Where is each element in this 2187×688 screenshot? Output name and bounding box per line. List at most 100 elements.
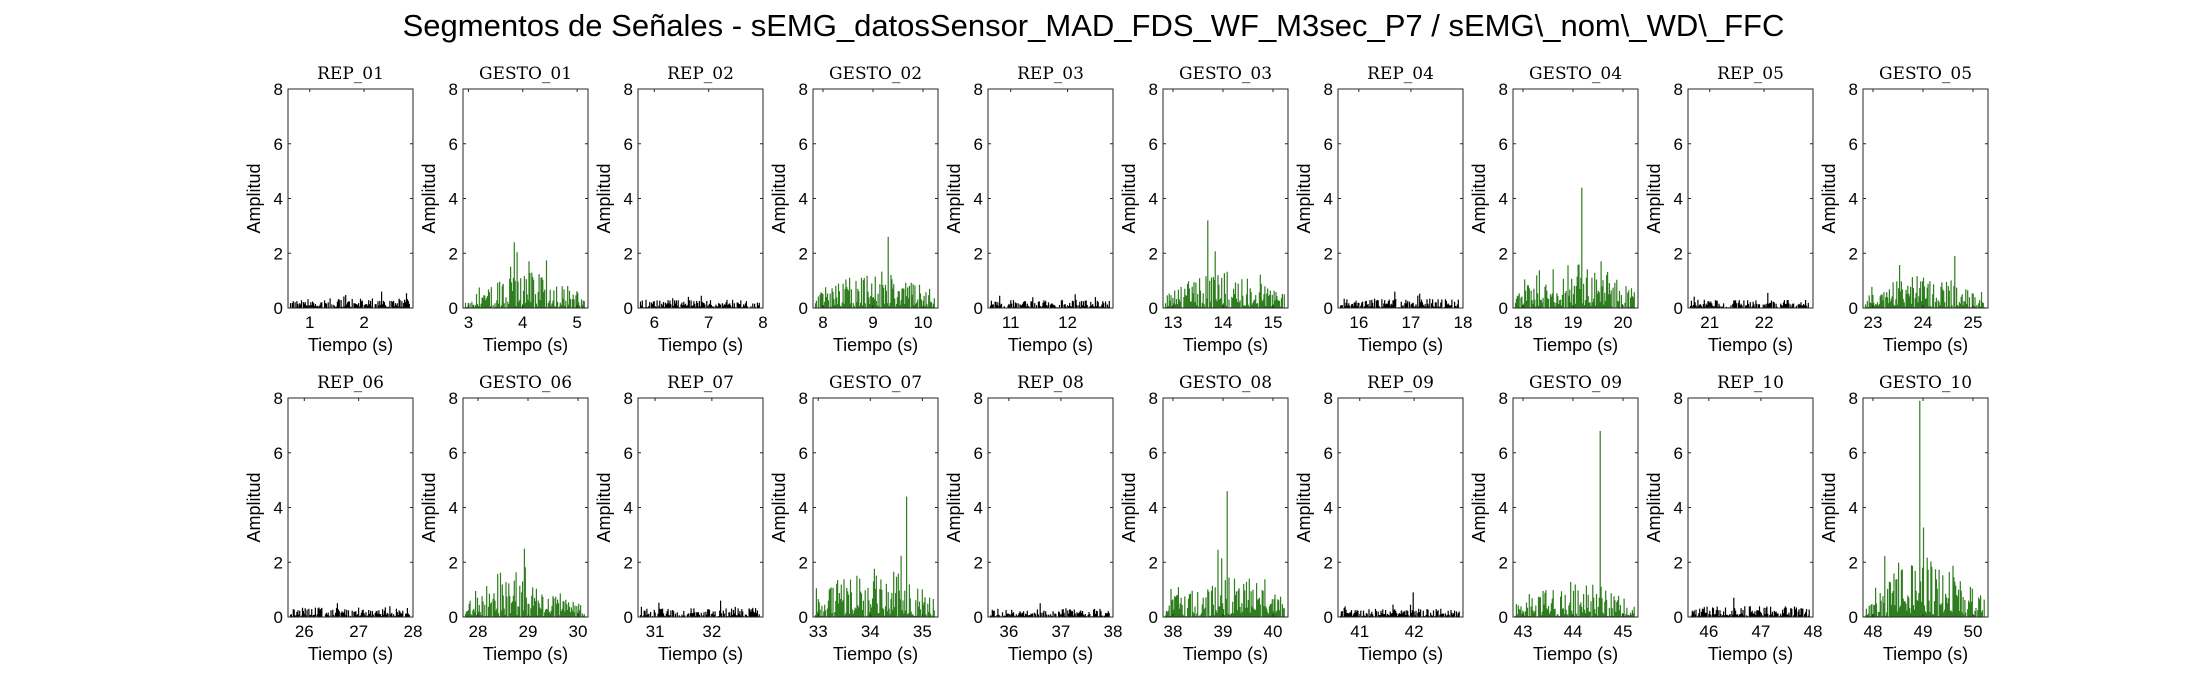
y-tick-label: 8 [274, 389, 283, 408]
y-tick-label: 0 [1149, 299, 1158, 318]
signal-bars [1689, 597, 1810, 617]
axes-box [987, 88, 1114, 309]
y-tick-label: 8 [1149, 80, 1158, 99]
x-tick-label: 29 [519, 622, 538, 641]
x-tick-label: 2 [359, 313, 368, 332]
subplot-rep-03: REP_03 0 2 4 6 8 11 12 Tiempo (s) Amplitud [944, 64, 1114, 355]
y-tick-label: 8 [1324, 389, 1333, 408]
x-tick-label: 48 [1804, 622, 1823, 641]
y-tick-label: 2 [624, 244, 633, 263]
x-tick-label: 36 [999, 622, 1018, 641]
y-tick-label: 4 [624, 190, 633, 209]
y-tick-label: 6 [974, 135, 983, 154]
y-tick-label: 6 [1149, 444, 1158, 463]
y-tick-label: 8 [799, 389, 808, 408]
y-axis-label: Amplitud [944, 472, 964, 542]
y-axis-label: Amplitud [594, 163, 614, 233]
y-tick-label: 4 [1849, 499, 1858, 518]
x-tick-label: 1 [305, 313, 314, 332]
y-tick-label: 2 [974, 244, 983, 263]
y-tick-label: 4 [1324, 499, 1333, 518]
y-tick-label: 6 [1674, 444, 1683, 463]
y-tick-label: 0 [1849, 299, 1858, 318]
x-axis-label: Tiempo (s) [1708, 644, 1793, 664]
y-tick-label: 8 [1674, 389, 1683, 408]
subplot-rep-05: REP_05 0 2 4 6 8 21 22 Tiempo (s) Amplitud [1644, 64, 1814, 355]
y-tick-label: 2 [799, 244, 808, 263]
x-axis-label: Tiempo (s) [308, 644, 393, 664]
y-tick-label: 0 [799, 608, 808, 627]
signal-bars [814, 496, 935, 617]
x-tick-label: 33 [809, 622, 828, 641]
x-tick-label: 35 [913, 622, 932, 641]
y-tick-label: 2 [799, 553, 808, 572]
signal-bars [639, 295, 760, 308]
x-tick-label: 28 [404, 622, 423, 641]
y-tick-label: 4 [974, 190, 983, 209]
x-axis-label: Tiempo (s) [1358, 644, 1443, 664]
subplot-title: GESTO_05 [1879, 64, 1972, 84]
y-tick-label: 0 [449, 299, 458, 318]
y-tick-label: 8 [449, 80, 458, 99]
y-tick-label: 6 [799, 444, 808, 463]
y-axis-label: Amplitud [419, 163, 439, 233]
axes-box [1512, 397, 1639, 618]
y-tick-label: 6 [274, 135, 283, 154]
x-tick-label: 27 [349, 622, 368, 641]
subplot-title: REP_10 [1717, 373, 1784, 393]
y-tick-label: 0 [1674, 608, 1683, 627]
x-tick-label: 49 [1914, 622, 1933, 641]
axes-box [637, 397, 764, 618]
axes-box [1162, 88, 1289, 309]
x-tick-label: 14 [1214, 313, 1233, 332]
subplot-gesto-09: GESTO_09 0 2 4 6 8 43 44 45 Tiempo (s) Amplitud [1469, 373, 1639, 664]
y-axis-label: Amplitud [1644, 472, 1664, 542]
x-axis-label: Tiempo (s) [1883, 644, 1968, 664]
subplot-gesto-07: GESTO_07 0 2 4 6 8 33 34 35 Tiempo (s) Amplitud [769, 373, 939, 664]
y-tick-label: 2 [449, 244, 458, 263]
y-tick-label: 8 [1499, 389, 1508, 408]
y-tick-label: 4 [274, 190, 283, 209]
x-tick-label: 24 [1914, 313, 1933, 332]
y-tick-label: 8 [1674, 80, 1683, 99]
axes-box [1512, 88, 1639, 309]
subplot-title: GESTO_09 [1529, 373, 1622, 393]
x-axis-label: Tiempo (s) [308, 335, 393, 355]
y-axis-label: Amplitud [1469, 472, 1489, 542]
x-tick-label: 31 [646, 622, 665, 641]
y-axis-label: Amplitud [1294, 163, 1314, 233]
y-tick-label: 0 [1849, 608, 1858, 627]
y-tick-label: 4 [1149, 499, 1158, 518]
x-tick-label: 15 [1264, 313, 1283, 332]
x-tick-label: 9 [868, 313, 877, 332]
y-tick-label: 6 [799, 135, 808, 154]
x-tick-label: 38 [1104, 622, 1123, 641]
x-axis-label: Tiempo (s) [1883, 335, 1968, 355]
subplot-gesto-03: GESTO_03 0 2 4 6 8 13 14 15 Tiempo (s) Amplitud [1119, 64, 1289, 355]
y-tick-label: 2 [449, 553, 458, 572]
y-tick-label: 8 [1849, 389, 1858, 408]
x-axis-label: Tiempo (s) [658, 644, 743, 664]
y-tick-label: 4 [799, 499, 808, 518]
axes-box [1687, 88, 1814, 309]
axes-box [1687, 397, 1814, 618]
y-tick-label: 0 [624, 608, 633, 627]
y-tick-label: 0 [799, 299, 808, 318]
x-axis-label: Tiempo (s) [483, 335, 568, 355]
y-tick-label: 8 [624, 80, 633, 99]
subplot-gesto-10: GESTO_10 0 2 4 6 8 48 49 50 Tiempo (s) Amplitud [1819, 373, 1989, 664]
x-tick-label: 28 [469, 622, 488, 641]
y-tick-label: 2 [1849, 244, 1858, 263]
x-tick-label: 16 [1349, 313, 1368, 332]
y-axis-label: Amplitud [1469, 163, 1489, 233]
y-tick-label: 2 [974, 553, 983, 572]
y-tick-label: 6 [624, 135, 633, 154]
x-tick-label: 38 [1164, 622, 1183, 641]
y-tick-label: 6 [1499, 135, 1508, 154]
subplot-rep-07: REP_07 0 2 4 6 8 31 32 Tiempo (s) Amplitud [594, 373, 764, 664]
x-tick-label: 46 [1699, 622, 1718, 641]
subplot-title: GESTO_02 [829, 64, 922, 84]
